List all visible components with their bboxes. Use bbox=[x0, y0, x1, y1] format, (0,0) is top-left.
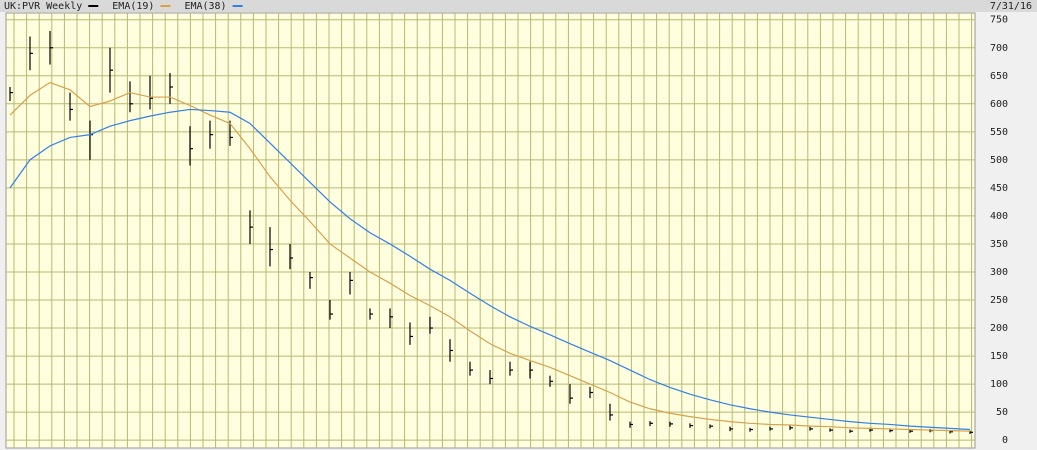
header-strip bbox=[0, 0, 1037, 12]
y-tick-label: 450 bbox=[990, 183, 1008, 194]
y-tick-label: 500 bbox=[990, 155, 1008, 166]
y-tick-label: 300 bbox=[990, 267, 1008, 278]
date-label: 7/31/16 bbox=[990, 1, 1032, 12]
y-tick-label: 0 bbox=[1002, 435, 1008, 446]
y-tick-label: 600 bbox=[990, 99, 1008, 110]
legend-label: EMA(19) bbox=[112, 1, 154, 12]
y-tick-label: 700 bbox=[990, 43, 1008, 54]
y-tick-label: 550 bbox=[990, 127, 1008, 138]
y-tick-label: 250 bbox=[990, 295, 1008, 306]
legend: UK:PVR Weekly EMA(19) EMA(38) bbox=[4, 1, 243, 12]
y-tick-label: 150 bbox=[990, 351, 1008, 362]
ema-line bbox=[9, 81, 971, 432]
legend-label: EMA(38) bbox=[184, 1, 226, 12]
legend-label: UK:PVR Weekly bbox=[4, 1, 82, 12]
y-tick-label: 350 bbox=[990, 239, 1008, 250]
y-tick-label: 50 bbox=[996, 407, 1008, 418]
y-tick-label: 200 bbox=[990, 323, 1008, 334]
ema-line bbox=[9, 108, 971, 431]
y-tick-label: 100 bbox=[990, 379, 1008, 390]
y-tick-label: 650 bbox=[990, 71, 1008, 82]
y-tick-label: 750 bbox=[990, 15, 1008, 26]
y-tick-label: 400 bbox=[990, 211, 1008, 222]
